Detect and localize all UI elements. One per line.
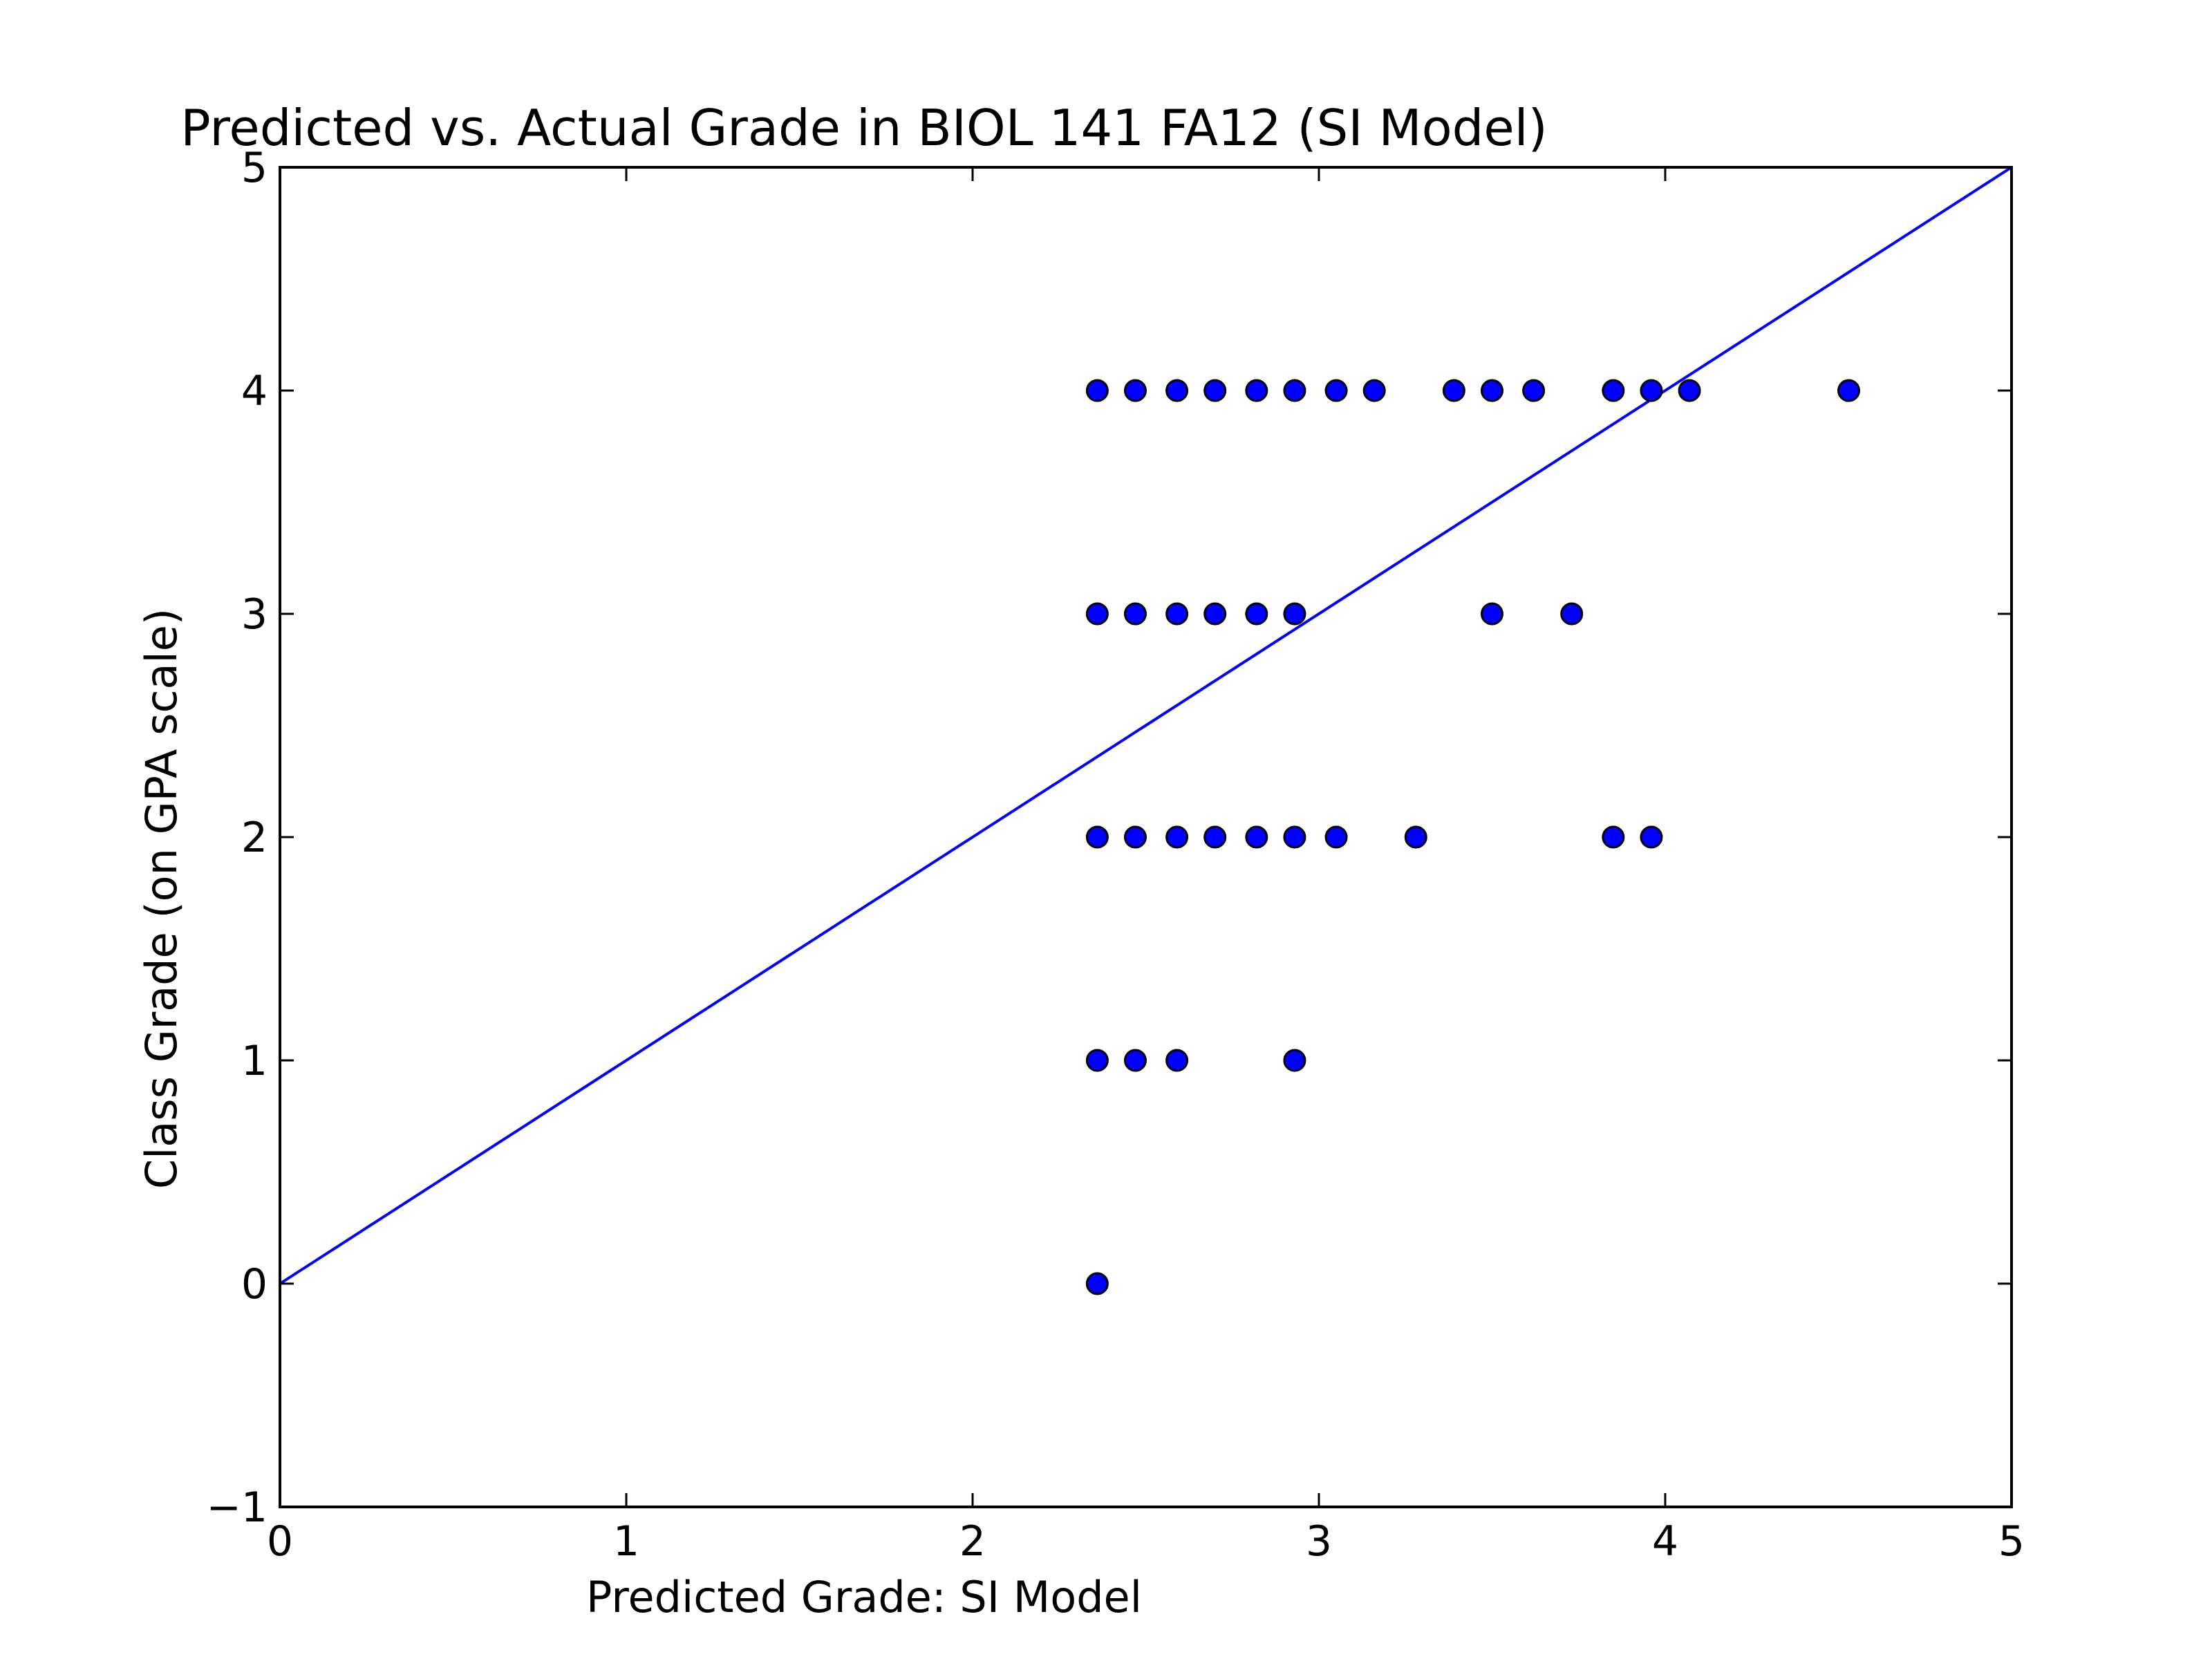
- y-tick-label: 5: [241, 144, 268, 192]
- data-point: [1123, 825, 1147, 849]
- y-tick-label: 2: [241, 814, 268, 862]
- chart-title: Predicted vs. Actual Grade in BIOL 141 F…: [180, 99, 1548, 157]
- data-point: [1837, 379, 1861, 402]
- data-point: [1203, 825, 1227, 849]
- data-point: [1123, 379, 1147, 402]
- data-point: [1404, 825, 1427, 849]
- x-tick-label: 3: [1306, 1517, 1332, 1566]
- data-point: [1324, 825, 1348, 849]
- y-tick-label: 1: [241, 1037, 268, 1085]
- x-tick-label: 0: [267, 1517, 293, 1566]
- y-tick-label: 0: [241, 1260, 268, 1309]
- data-point: [1678, 379, 1701, 402]
- data-point: [1481, 379, 1503, 402]
- data-point: [1283, 379, 1306, 402]
- data-point: [1362, 379, 1386, 402]
- data-point: [1165, 1049, 1189, 1072]
- data-point: [1085, 1049, 1109, 1072]
- x-tick-label: 1: [613, 1517, 639, 1566]
- data-point: [1085, 379, 1109, 402]
- x-tick-label: 5: [1998, 1517, 2025, 1566]
- data-point: [1283, 1049, 1306, 1072]
- data-point: [1640, 379, 1663, 402]
- y-tick-label: 4: [241, 367, 268, 415]
- data-point: [1283, 825, 1306, 849]
- data-point: [1245, 602, 1268, 626]
- x-axis-label: Predicted Grade: SI Model: [586, 1572, 1142, 1622]
- x-tick-label: 2: [959, 1517, 986, 1566]
- x-tick-label: 4: [1652, 1517, 1678, 1566]
- y-tick-label: 3: [241, 590, 268, 639]
- data-point: [1085, 825, 1109, 849]
- data-point: [1245, 379, 1268, 402]
- data-point: [1283, 602, 1306, 626]
- data-point: [1165, 602, 1189, 626]
- data-point: [1522, 379, 1546, 402]
- data-point: [1123, 602, 1147, 626]
- data-point: [1165, 379, 1189, 402]
- data-point: [1481, 602, 1503, 626]
- y-tick-label: −1: [207, 1483, 268, 1532]
- data-point: [1085, 1272, 1109, 1295]
- data-point: [1602, 825, 1625, 849]
- y-axis-label: Class Grade (on GPA scale): [136, 608, 187, 1189]
- data-point: [1560, 602, 1584, 626]
- data-point: [1203, 379, 1227, 402]
- data-point: [1245, 825, 1268, 849]
- data-point: [1085, 602, 1109, 626]
- data-point: [1602, 379, 1625, 402]
- data-point: [1442, 379, 1465, 402]
- data-point: [1123, 1049, 1147, 1072]
- data-point: [1640, 825, 1663, 849]
- data-point: [1203, 602, 1227, 626]
- data-point: [1165, 825, 1189, 849]
- data-point: [1324, 379, 1348, 402]
- reference-line: [279, 166, 2013, 1285]
